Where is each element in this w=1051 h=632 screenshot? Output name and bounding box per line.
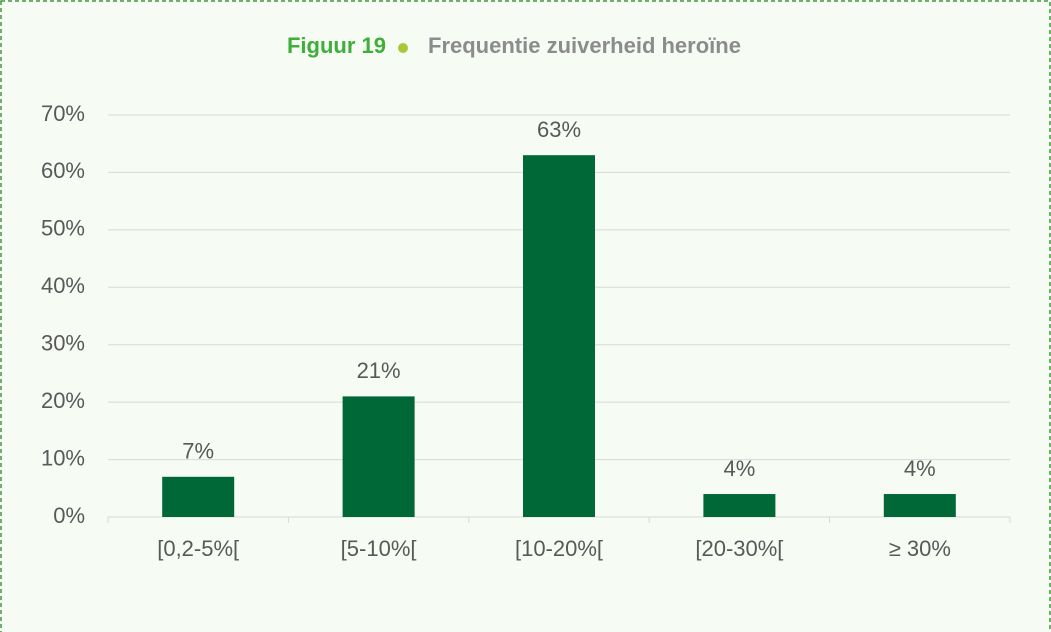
bar (883, 494, 956, 517)
bar (523, 155, 595, 517)
x-tick-label: ≥ 30% (889, 536, 951, 561)
bar (162, 476, 235, 517)
chart-title: Frequentie zuiverheid heroïne (428, 33, 741, 58)
y-tick-label: 40% (41, 273, 85, 298)
x-tick-label: [0,2-5%[ (157, 536, 239, 561)
x-tick-label: [20-30%[ (695, 536, 783, 561)
data-label: 63% (537, 117, 581, 142)
y-tick-label: 30% (41, 331, 85, 356)
y-tick-label: 20% (41, 388, 85, 413)
y-tick-label: 0% (53, 503, 85, 528)
y-tick-label: 50% (41, 216, 85, 241)
bar (342, 396, 415, 517)
title-bullet (398, 43, 408, 53)
x-tick-label: [10-20%[ (515, 536, 603, 561)
y-tick-label: 60% (41, 158, 85, 183)
data-label: 4% (904, 456, 936, 481)
y-tick-label: 70% (41, 101, 85, 126)
data-label: 21% (357, 358, 401, 383)
data-label: 4% (724, 456, 756, 481)
bar (703, 494, 776, 517)
y-tick-label: 10% (41, 445, 85, 470)
figure-label: Figuur 19 (287, 33, 386, 58)
x-tick-label: [5-10%[ (341, 536, 417, 561)
data-label: 7% (182, 439, 214, 464)
